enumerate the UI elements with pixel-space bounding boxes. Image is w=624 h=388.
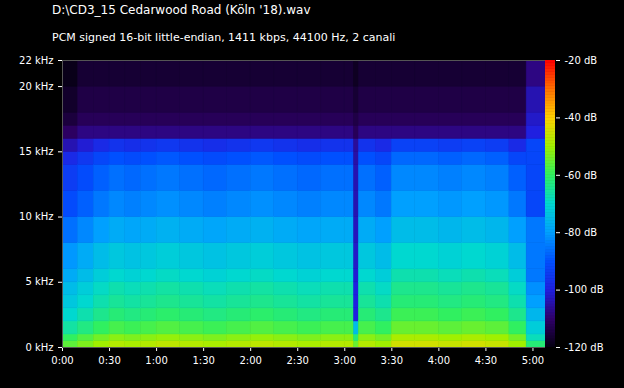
svg-text:-80 dB: -80 dB xyxy=(565,227,598,238)
svg-text:-120 dB: -120 dB xyxy=(565,342,604,353)
svg-text:3:00: 3:00 xyxy=(334,355,356,366)
html-text:D:\CD3_15 Cedarwood Road (Köln: D:\CD3_15 Cedarwood Road (Köln '18).wav xyxy=(52,3,311,17)
svg-text:0:00: 0:00 xyxy=(51,355,73,366)
svg-text:15 kHz: 15 kHz xyxy=(19,146,53,157)
svg-text:2:00: 2:00 xyxy=(239,355,261,366)
svg-text:-20 dB: -20 dB xyxy=(565,55,598,66)
svg-text:2:30: 2:30 xyxy=(286,355,308,366)
svg-text:5:00: 5:00 xyxy=(522,355,544,366)
svg-text:1:30: 1:30 xyxy=(192,355,214,366)
svg-text:5 kHz: 5 kHz xyxy=(25,276,53,287)
svg-text:0 kHz: 0 kHz xyxy=(25,342,53,353)
svg-text:3:30: 3:30 xyxy=(381,355,403,366)
svg-text:4:30: 4:30 xyxy=(475,355,497,366)
svg-text:-40 dB: -40 dB xyxy=(565,112,598,123)
svg-text:4:00: 4:00 xyxy=(428,355,450,366)
svg-text:1:00: 1:00 xyxy=(145,355,167,366)
svg-text:10 kHz: 10 kHz xyxy=(19,211,53,222)
svg-text:0:30: 0:30 xyxy=(98,355,120,366)
svg-text:-60 dB: -60 dB xyxy=(565,170,598,181)
svg-text:20 kHz: 20 kHz xyxy=(19,81,53,92)
svg-text:22 kHz: 22 kHz xyxy=(19,55,53,66)
html-text:PCM signed 16-bit little-endia: PCM signed 16-bit little-endian, 1411 kb… xyxy=(52,31,396,44)
svg-text:-100 dB: -100 dB xyxy=(565,284,604,295)
